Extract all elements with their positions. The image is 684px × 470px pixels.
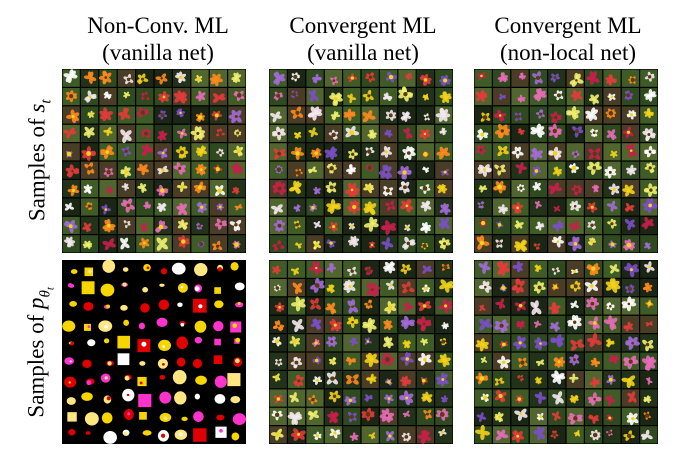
row-label-0-sub: t: [38, 99, 55, 104]
row-label-0: Samples of st: [25, 70, 56, 250]
column-title-2-line1: Convergent ML: [494, 13, 642, 38]
sample-grid-st-conv-vanilla: [269, 69, 453, 253]
sample-grid-st-conv-nonlocal: [474, 69, 658, 253]
sample-grid-p-conv-vanilla: [269, 260, 453, 444]
row-label-1-sub: θ: [37, 290, 54, 298]
sample-grid-st-conv-vanilla-image: [269, 69, 453, 253]
sample-grid-p-nonconv: [62, 260, 246, 444]
row-label-0-prefix: Samples of: [24, 112, 50, 222]
column-title-1-line1: Convergent ML: [289, 13, 437, 38]
column-title-1: Convergent ML (vanilla net): [263, 12, 463, 66]
sample-grid-st-nonconv: [62, 69, 246, 253]
column-title-1-line2: (vanilla net): [307, 40, 419, 65]
column-title-0-line2: (vanilla net): [102, 40, 214, 65]
row-label-1: Samples of pθt: [24, 262, 57, 442]
row-label-1-prefix: Samples of: [23, 308, 49, 418]
row-label-0-symbol: s: [24, 103, 50, 113]
sample-grid-p-conv-nonlocal: [474, 260, 658, 444]
column-title-2-line2: (non-local net): [499, 40, 637, 65]
column-title-0: Non-Conv. ML (vanilla net): [58, 12, 258, 66]
row-label-1-symbol: p: [23, 297, 49, 309]
row-label-1-subsub: t: [44, 287, 57, 291]
column-title-0-line1: Non-Conv. ML: [87, 13, 229, 38]
sample-grid-p-conv-vanilla-image: [269, 260, 453, 444]
sample-grid-st-nonconv-image: [62, 69, 246, 253]
sample-grid-st-conv-nonlocal-image: [474, 69, 658, 253]
sample-grid-p-nonconv-image: [62, 260, 246, 444]
sample-grid-p-conv-nonlocal-image: [474, 260, 658, 444]
column-title-2: Convergent ML (non-local net): [468, 12, 668, 66]
